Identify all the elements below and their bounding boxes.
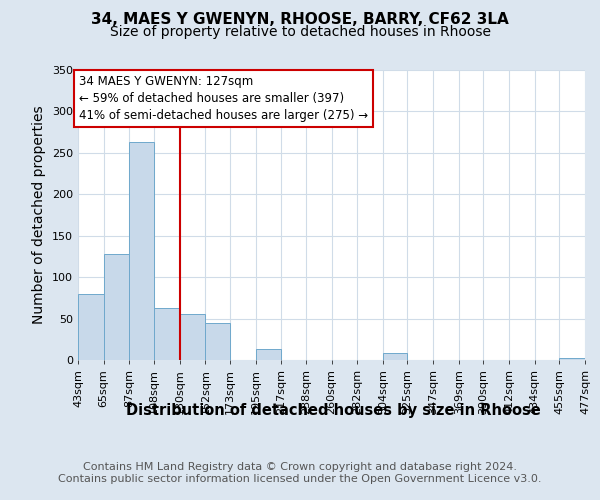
Text: 34, MAES Y GWENYN, RHOOSE, BARRY, CF62 3LA: 34, MAES Y GWENYN, RHOOSE, BARRY, CF62 3… — [91, 12, 509, 28]
Bar — [383, 354, 407, 360]
Y-axis label: Number of detached properties: Number of detached properties — [32, 106, 46, 324]
Text: Contains public sector information licensed under the Open Government Licence v3: Contains public sector information licen… — [58, 474, 542, 484]
Bar — [179, 314, 205, 360]
Bar — [154, 308, 179, 360]
Text: Contains HM Land Registry data © Crown copyright and database right 2024.: Contains HM Land Registry data © Crown c… — [83, 462, 517, 472]
Bar — [256, 349, 281, 360]
Bar — [104, 254, 130, 360]
Bar — [78, 294, 104, 360]
Bar — [205, 322, 230, 360]
Bar — [559, 358, 585, 360]
Text: 34 MAES Y GWENYN: 127sqm
← 59% of detached houses are smaller (397)
41% of semi-: 34 MAES Y GWENYN: 127sqm ← 59% of detach… — [79, 75, 368, 122]
Text: Size of property relative to detached houses in Rhoose: Size of property relative to detached ho… — [110, 25, 491, 39]
Text: Distribution of detached houses by size in Rhoose: Distribution of detached houses by size … — [125, 402, 541, 417]
Bar — [130, 142, 154, 360]
